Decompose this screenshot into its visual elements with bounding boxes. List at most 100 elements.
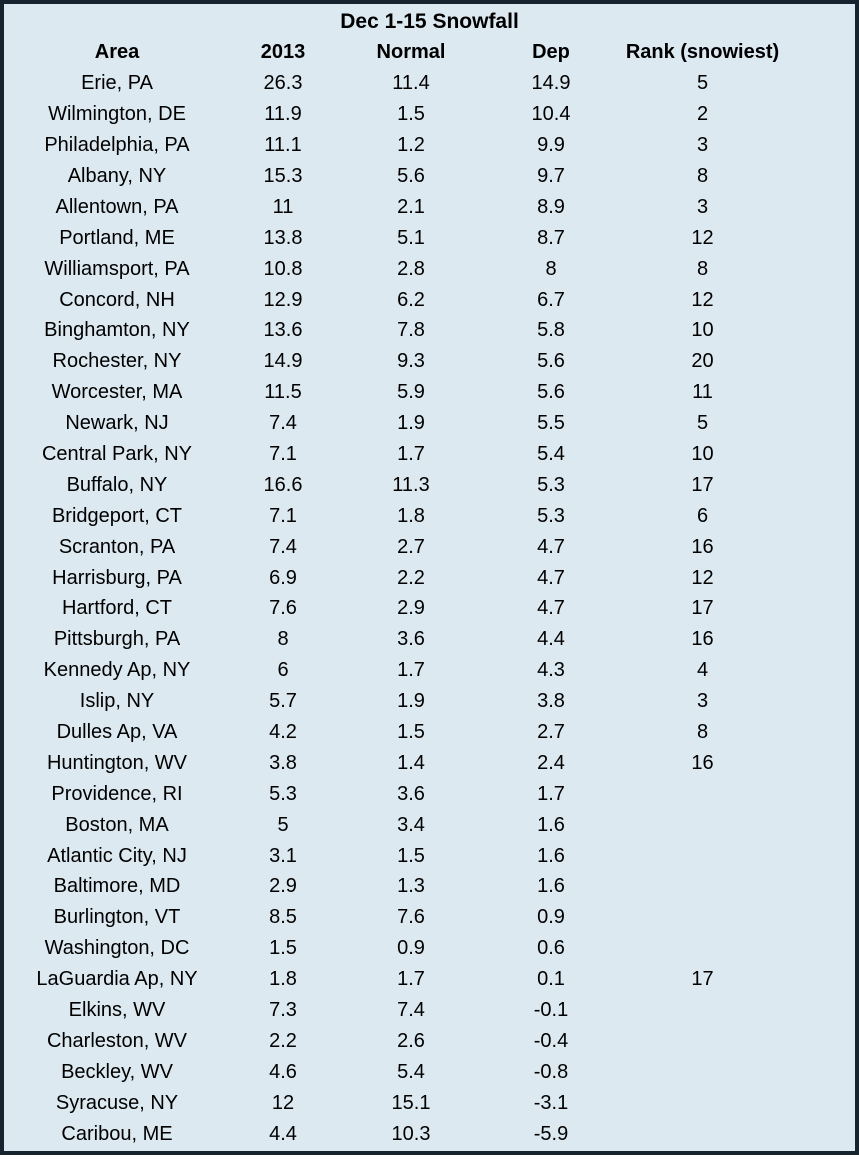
value-2013-cell: 5 <box>277 813 289 836</box>
value-2013-cell: 7.1 <box>269 443 297 466</box>
area-cell: Newark, NJ <box>65 412 169 435</box>
normal-cell: 11.4 <box>392 72 430 95</box>
value-2013-cell: 10.8 <box>263 257 303 280</box>
snowfall-table: Area 2013 Normal Dep Rank (snowiest) Eri… <box>4 37 855 1149</box>
table-row: Binghamton, NY 13.6 7.8 5.8 10 <box>4 315 855 346</box>
area-cell: Buffalo, NY <box>66 473 168 496</box>
rank-cell: 16 <box>691 628 714 651</box>
normal-cell: 1.5 <box>397 103 425 126</box>
rank-cell: 10 <box>691 443 714 466</box>
dep-cell: 0.1 <box>537 968 565 991</box>
value-2013-cell: 12 <box>271 1091 295 1114</box>
area-cell: Bridgeport, CT <box>51 504 183 527</box>
rank-cell: 12 <box>691 566 714 589</box>
value-2013-cell: 7.1 <box>269 504 297 527</box>
value-2013-cell: 7.6 <box>269 597 297 620</box>
table-row: Elkins, WV 7.3 7.4 -0.1 <box>4 995 855 1026</box>
rank-cell: 8 <box>696 257 709 280</box>
table-row: Wilmington, DE 11.9 1.5 10.4 2 <box>4 99 855 130</box>
value-2013-cell: 5.7 <box>269 690 297 713</box>
rank-cell: 12 <box>691 226 714 249</box>
dep-cell: 2.4 <box>537 751 565 774</box>
value-2013-cell: 4.6 <box>269 1060 297 1083</box>
value-2013-cell: 12.9 <box>263 288 303 311</box>
normal-cell: 9.3 <box>397 350 425 373</box>
rank-cell: 16 <box>691 751 714 774</box>
rank-cell: 17 <box>691 597 714 620</box>
normal-cell: 2.7 <box>397 535 425 558</box>
normal-cell: 15.1 <box>391 1091 431 1114</box>
table-row: Washington, DC 1.5 0.9 0.6 <box>4 933 855 964</box>
table-row: Allentown, PA 11 2.1 8.9 3 <box>4 191 855 222</box>
value-2013-cell: 16.6 <box>263 473 303 496</box>
table-row: Scranton, PA 7.4 2.7 4.7 16 <box>4 531 855 562</box>
normal-cell: 3.6 <box>397 628 425 651</box>
value-2013-cell: 4.4 <box>269 1122 297 1145</box>
rank-cell <box>616 809 855 840</box>
dep-cell: -0.1 <box>533 999 569 1022</box>
header-normal: Normal <box>376 41 446 64</box>
area-cell: Portland, ME <box>59 226 175 249</box>
value-2013-cell: 3.1 <box>269 844 297 867</box>
value-2013-cell: 6.9 <box>269 566 297 589</box>
area-cell: Scranton, PA <box>58 535 176 558</box>
value-2013-cell: 11.5 <box>264 381 302 404</box>
area-cell: Islip, NY <box>79 690 155 713</box>
normal-cell: 5.1 <box>397 226 425 249</box>
dep-cell: 4.4 <box>537 628 565 651</box>
area-cell: Williamsport, PA <box>44 257 190 280</box>
dep-cell: 4.3 <box>537 659 565 682</box>
dep-cell: 5.5 <box>537 412 565 435</box>
normal-cell: 1.2 <box>397 134 425 157</box>
table-row: Burlington, VT 8.5 7.6 0.9 <box>4 902 855 933</box>
dep-cell: 5.3 <box>537 473 565 496</box>
area-cell: Allentown, PA <box>55 195 179 218</box>
dep-cell: 8.9 <box>537 195 565 218</box>
dep-cell: 8 <box>545 257 557 280</box>
dep-cell: 5.3 <box>537 504 565 527</box>
area-cell: Caribou, ME <box>61 1122 173 1145</box>
area-cell: Hartford, CT <box>61 597 173 620</box>
normal-cell: 1.5 <box>397 844 425 867</box>
dep-cell: -3.1 <box>533 1091 569 1114</box>
normal-cell: 5.4 <box>397 1060 425 1083</box>
rank-cell: 16 <box>691 535 714 558</box>
normal-cell: 3.6 <box>397 782 425 805</box>
value-2013-cell: 13.8 <box>263 226 303 249</box>
table-row: Syracuse, NY 12 15.1 -3.1 <box>4 1087 855 1118</box>
normal-cell: 1.5 <box>397 721 425 744</box>
table-row: Portland, ME 13.8 5.1 8.7 12 <box>4 222 855 253</box>
table-row: Concord, NH 12.9 6.2 6.7 12 <box>4 284 855 315</box>
header-rank: Rank (snowiest) <box>625 41 780 64</box>
area-cell: Washington, DC <box>44 937 190 960</box>
table-row: Caribou, ME 4.4 10.3 -5.9 <box>4 1118 855 1149</box>
dep-cell: 4.7 <box>537 566 565 589</box>
area-cell: Baltimore, MD <box>53 875 181 898</box>
normal-cell: 1.9 <box>397 690 425 713</box>
rank-cell: 17 <box>691 968 714 991</box>
value-2013-cell: 4.2 <box>269 721 297 744</box>
dep-cell: 3.8 <box>537 690 565 713</box>
rank-cell: 20 <box>691 350 714 373</box>
normal-cell: 11.3 <box>392 473 430 496</box>
value-2013-cell: 1.5 <box>269 937 297 960</box>
normal-cell: 2.6 <box>397 1029 425 1052</box>
dep-cell: 2.7 <box>537 721 565 744</box>
area-cell: Huntington, WV <box>46 751 188 774</box>
normal-cell: 7.8 <box>397 319 425 342</box>
normal-cell: 7.6 <box>397 906 425 929</box>
area-cell: Binghamton, NY <box>44 319 190 342</box>
table-row: Williamsport, PA 10.8 2.8 8 8 <box>4 253 855 284</box>
value-2013-cell: 11.1 <box>264 134 302 157</box>
normal-cell: 1.4 <box>397 751 425 774</box>
table-row: Hartford, CT 7.6 2.9 4.7 17 <box>4 593 855 624</box>
value-2013-cell: 7.3 <box>269 999 297 1022</box>
rank-cell <box>616 995 855 1026</box>
area-cell: Central Park, NY <box>41 443 193 466</box>
normal-cell: 2.2 <box>397 566 425 589</box>
table-row: LaGuardia Ap, NY 1.8 1.7 0.1 17 <box>4 964 855 995</box>
value-2013-cell: 11 <box>272 195 294 218</box>
rank-cell: 17 <box>691 473 714 496</box>
